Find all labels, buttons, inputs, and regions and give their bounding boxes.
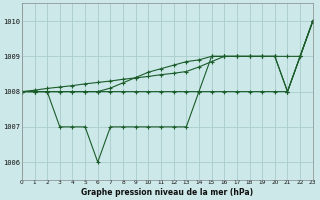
X-axis label: Graphe pression niveau de la mer (hPa): Graphe pression niveau de la mer (hPa) <box>81 188 253 197</box>
